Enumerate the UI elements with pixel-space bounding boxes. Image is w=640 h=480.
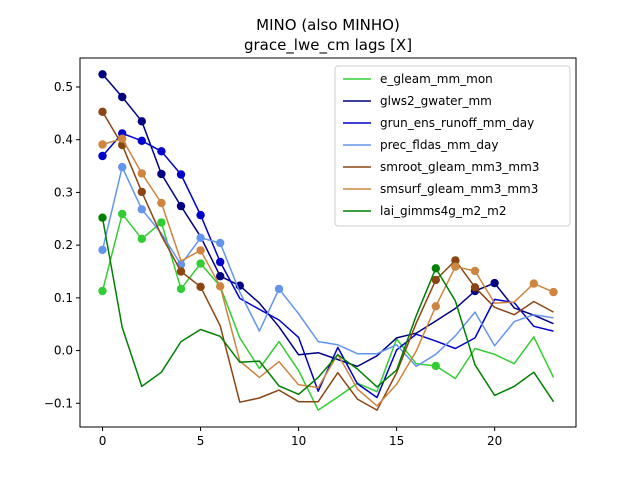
series-point xyxy=(137,117,146,126)
y-tick-label: −0.1 xyxy=(44,396,73,410)
series-point xyxy=(490,278,499,288)
plot-area-frame xyxy=(79,57,577,428)
series-point xyxy=(157,147,166,156)
series-point xyxy=(216,238,225,248)
series-point xyxy=(98,245,107,255)
series-point xyxy=(98,140,107,149)
y-tick-label: 0.4 xyxy=(54,133,73,147)
series-point xyxy=(157,169,166,179)
y-tick-label: 0.1 xyxy=(54,291,73,305)
legend: e_gleam_mm_mon glws2_gwater_mm grun_ens_ru… xyxy=(334,65,571,227)
series-line xyxy=(101,132,554,399)
series-point xyxy=(137,187,146,197)
series-point xyxy=(451,262,460,271)
series-point xyxy=(137,205,146,214)
series-line xyxy=(101,111,554,411)
chart-title: MINO (also MINHO) xyxy=(256,16,400,34)
series-point xyxy=(176,170,186,179)
series-point xyxy=(157,198,166,208)
series-point xyxy=(549,287,558,297)
legend-entry: prec_fldas_mm_day xyxy=(380,138,499,152)
series-grun_ens_runoff_mm_day xyxy=(98,129,554,399)
series-point xyxy=(98,213,107,222)
series-point xyxy=(176,201,186,211)
series-line xyxy=(101,217,555,403)
x-tick-label: 15 xyxy=(389,434,404,448)
series-line xyxy=(101,213,555,411)
y-tick-label: 0.5 xyxy=(54,80,73,94)
series-point xyxy=(137,136,146,145)
legend-entry: glws2_gwater_mm xyxy=(380,94,492,108)
legend-entry: smroot_gleam_mm3_mm3 xyxy=(380,160,539,174)
legend-entry: lai_gimms4g_m2_m2 xyxy=(380,204,507,218)
x-tick-label: 0 xyxy=(99,434,107,448)
series-point xyxy=(451,256,460,265)
x-tick-label: 20 xyxy=(487,434,502,448)
series-point xyxy=(216,257,225,267)
series-point xyxy=(118,209,127,219)
y-axis: −0.1 0.0 0.1 0.2 0.3 0.4 0.5 xyxy=(44,80,80,410)
series-point xyxy=(431,264,440,273)
series-point xyxy=(118,92,127,102)
series-smroot_gleam_mm3_mm3 xyxy=(98,107,554,411)
x-axis: 0 5 10 15 20 xyxy=(99,427,502,448)
series-smsurf_gleam_mm3_mm3 xyxy=(98,134,558,407)
y-tick-label: 0.2 xyxy=(54,238,73,252)
series-point xyxy=(98,151,107,161)
series-point xyxy=(529,279,538,288)
series-point xyxy=(196,233,205,242)
series-point xyxy=(274,284,284,294)
series-point xyxy=(470,283,480,292)
legend-box xyxy=(334,65,571,227)
series-point xyxy=(196,246,205,255)
series-point xyxy=(470,266,480,276)
series-point xyxy=(176,267,186,276)
series-lai_gimms4g_m2_m2 xyxy=(98,213,555,403)
series-point xyxy=(98,107,107,117)
series-point xyxy=(98,70,107,79)
series-point xyxy=(137,234,146,243)
series-point xyxy=(118,162,127,172)
series-point xyxy=(431,361,440,371)
plot-series xyxy=(98,70,558,411)
legend-entry: e_gleam_mm_mon xyxy=(380,72,493,86)
series-point xyxy=(196,210,205,220)
legend-entry: grun_ens_runoff_mm_day xyxy=(380,116,534,130)
series-point xyxy=(176,284,186,294)
x-tick-label: 5 xyxy=(197,434,205,448)
legend-entry: smsurf_gleam_mm3_mm3 xyxy=(380,182,538,196)
series-prec_fldas_mm_day xyxy=(98,162,554,368)
series-line xyxy=(102,137,554,407)
series-point xyxy=(431,275,440,285)
series-point xyxy=(216,282,225,291)
series-point xyxy=(196,282,205,291)
series-line xyxy=(101,166,554,368)
series-point xyxy=(196,259,205,268)
series-point xyxy=(157,218,166,227)
series-e_gleam_mm_mon xyxy=(98,209,555,411)
series-point xyxy=(431,302,440,311)
series-point xyxy=(216,272,225,281)
series-point xyxy=(98,286,107,296)
y-tick-label: 0.3 xyxy=(54,185,73,199)
y-tick-label: 0.0 xyxy=(54,344,73,358)
series-point xyxy=(137,169,146,178)
x-tick-label: 10 xyxy=(291,434,306,448)
series-point xyxy=(118,134,127,143)
chart-subtitle: grace_lwe_cm lags [X] xyxy=(244,36,412,55)
